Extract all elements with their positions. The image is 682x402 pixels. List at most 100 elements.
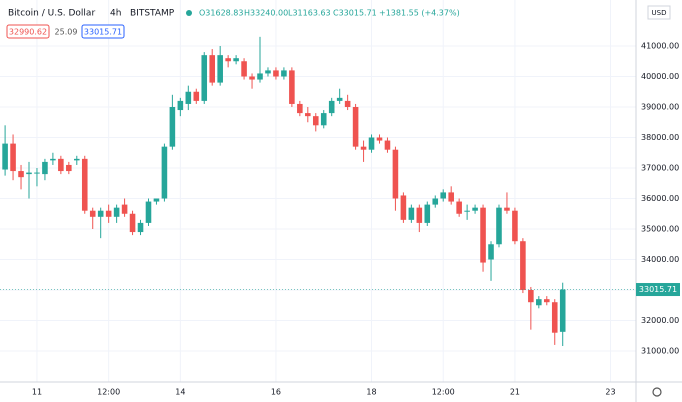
sell-box[interactable]	[6, 24, 50, 39]
settings-icon[interactable]	[652, 387, 662, 397]
candle-body	[209, 55, 216, 83]
candle-body	[440, 192, 447, 199]
candle-body	[257, 73, 263, 80]
ohlc-high: H33240.00	[244, 9, 288, 18]
candle-body	[58, 158, 64, 172]
candle-body	[504, 207, 510, 211]
x-tick-label: 12:00	[432, 388, 455, 397]
candle-body	[10, 143, 16, 172]
candle-body	[456, 201, 462, 214]
candle-body	[161, 146, 168, 199]
candle-body	[432, 198, 439, 205]
y-tick-label: 31000.00	[641, 347, 679, 356]
candle-body	[368, 137, 375, 150]
candles	[2, 36, 566, 347]
candle-body	[97, 210, 104, 217]
y-tick-label: 32000.00	[641, 316, 679, 325]
candle-body	[305, 113, 311, 117]
candle-body	[233, 58, 239, 62]
candle-body	[448, 192, 454, 202]
candle-body	[384, 140, 391, 150]
currency-box[interactable]	[647, 5, 671, 20]
candle-body	[42, 161, 48, 175]
candle-body	[408, 207, 415, 220]
candle-body	[89, 210, 96, 217]
candle-body	[273, 70, 279, 77]
exchange: BITSTAMP	[130, 9, 175, 19]
legend: Bitcoin / U.S. Dollar 4h BITSTAMP O31628…	[6, 9, 460, 39]
symbol: Bitcoin / U.S. Dollar	[8, 9, 95, 19]
candle-body	[265, 70, 271, 74]
candle-body	[153, 198, 160, 202]
y-tick-label: 38000.00	[641, 133, 679, 142]
buy-box[interactable]	[81, 24, 125, 39]
candle-body	[424, 204, 431, 223]
x-tick-label: 21	[510, 388, 520, 397]
candle-body	[392, 149, 399, 199]
y-tick-label: 41000.00	[641, 41, 679, 50]
candle-body	[105, 210, 112, 217]
y-tick-label: 35000.00	[641, 225, 679, 234]
candle-body	[81, 158, 88, 211]
candle-body	[416, 207, 423, 223]
x-tick-label: 16	[271, 388, 281, 397]
candle-body	[480, 207, 486, 263]
x-tick-label: 18	[366, 388, 376, 397]
candle-body	[66, 164, 72, 172]
candle-body	[328, 100, 335, 114]
candle-body	[559, 289, 566, 332]
grid	[0, 0, 636, 382]
currency: USD	[652, 9, 667, 17]
candle-body	[193, 91, 200, 101]
candle-body	[241, 61, 247, 77]
candle-body	[225, 58, 231, 62]
candle-body	[281, 70, 287, 77]
candle-body	[145, 201, 152, 223]
x-tick-label: 12:00	[97, 388, 120, 397]
candle-body	[249, 76, 255, 80]
candle-body	[336, 97, 343, 101]
candle-body	[217, 55, 223, 83]
candle-body	[289, 70, 295, 104]
y-tick-label: 34000.00	[641, 255, 679, 264]
ohlc-low: L31163.63	[288, 9, 331, 18]
candle-body	[2, 143, 8, 170]
candle-body	[312, 116, 319, 126]
candle-body	[113, 207, 120, 217]
status-dot	[186, 10, 192, 16]
candle-body	[472, 207, 478, 211]
sell-price: 32990.62	[9, 28, 47, 37]
candle-body	[344, 100, 351, 107]
x-tick-label: 23	[605, 388, 615, 397]
spread: 25.09	[55, 28, 78, 37]
change: +1381.55 (+4.37%)	[379, 9, 460, 18]
candle-body	[185, 91, 192, 104]
candle-body	[376, 137, 383, 141]
settings-gear[interactable]	[652, 387, 662, 397]
buy-price: 33015.71	[84, 28, 122, 37]
candle-body	[50, 158, 56, 161]
candle-body	[74, 158, 80, 161]
candle-body	[496, 207, 502, 245]
candle-body	[129, 213, 136, 233]
candle-body	[26, 172, 32, 175]
candle-body	[464, 210, 470, 212]
candle-body	[536, 299, 542, 306]
candle-body	[512, 210, 518, 242]
y-tick-label: 37000.00	[641, 164, 679, 173]
last-price-tag	[636, 283, 680, 297]
y-tick-label: 39000.00	[641, 102, 679, 111]
candle-body	[34, 172, 40, 174]
candle-body	[137, 222, 144, 233]
y-tick-label: 36000.00	[641, 194, 679, 203]
candle-body	[297, 103, 303, 114]
x-tick-label: 14	[175, 388, 185, 397]
candle-body	[201, 55, 208, 101]
x-tick-label: 11	[32, 388, 42, 397]
candle-body	[488, 244, 494, 260]
candle-body	[177, 100, 184, 111]
y-tick-label: 40000.00	[641, 72, 679, 81]
candle-body	[121, 204, 128, 214]
